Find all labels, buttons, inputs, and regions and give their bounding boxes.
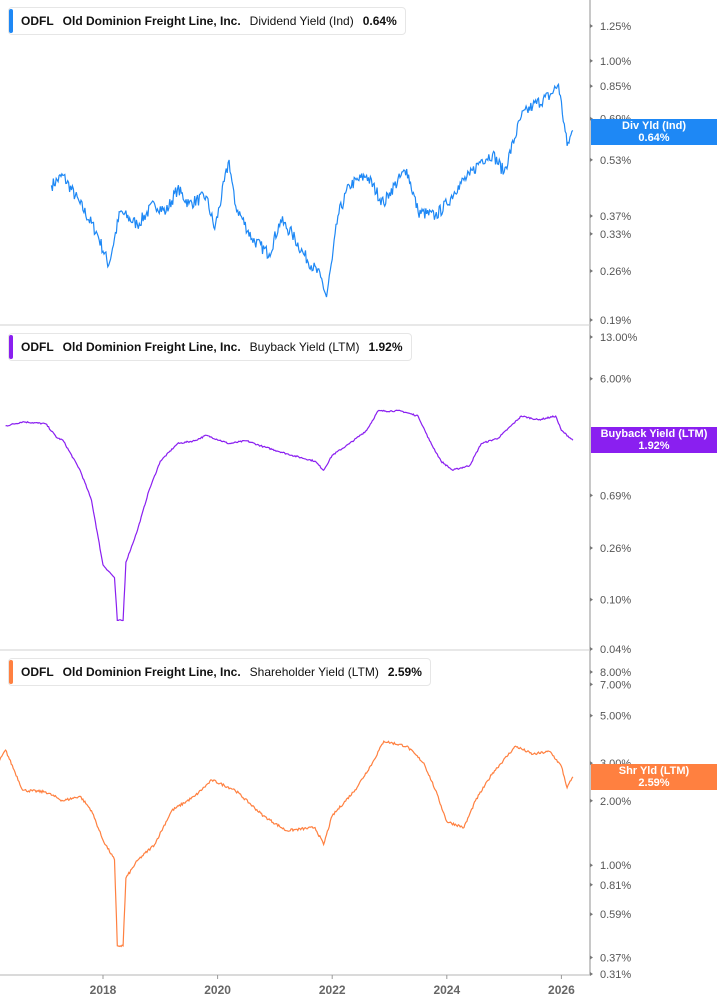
legend-buyback-yield: ODFL Old Dominion Freight Line, Inc. Buy… xyxy=(8,333,412,361)
legend-company: Old Dominion Freight Line, Inc. xyxy=(62,340,241,354)
legend-dividend-yield: ODFL Old Dominion Freight Line, Inc. Div… xyxy=(8,7,406,35)
series-line xyxy=(0,740,574,948)
y-tick-mark xyxy=(590,863,593,868)
y-tick-label: 0.26% xyxy=(600,266,631,278)
flag-value: 0.64% xyxy=(638,132,670,144)
flag-label: Div Yld (Ind) xyxy=(622,120,686,132)
flag-value: 2.59% xyxy=(638,777,670,789)
flag-value: 1.92% xyxy=(638,440,670,452)
y-tick-label: 0.10% xyxy=(600,595,631,607)
y-tick-mark xyxy=(590,955,593,960)
y-tick-mark xyxy=(590,713,593,718)
y-tick-mark xyxy=(590,912,593,917)
y-tick-mark xyxy=(590,269,593,274)
y-tick-mark xyxy=(590,24,593,28)
y-tick-mark xyxy=(590,318,593,322)
y-tick-label: 0.37% xyxy=(600,211,631,223)
y-tick-label: 7.00% xyxy=(600,679,631,691)
legend-value: 0.64% xyxy=(362,14,397,28)
legend-company: Old Dominion Freight Line, Inc. xyxy=(62,14,241,28)
x-tick-label: 2024 xyxy=(433,983,460,997)
series-line xyxy=(5,409,574,622)
legend-ticker: ODFL xyxy=(21,340,54,354)
y-tick-label: 2.00% xyxy=(600,796,631,808)
y-tick-label: 13.00% xyxy=(600,332,638,344)
y-tick-mark xyxy=(590,546,593,551)
y-tick-mark xyxy=(590,670,593,674)
legend-metric: Dividend Yield (Ind) xyxy=(249,14,354,28)
flag-label: Shr Yld (LTM) xyxy=(618,765,690,777)
y-tick-mark xyxy=(590,335,593,339)
y-tick-label: 1.00% xyxy=(600,860,631,872)
y-tick-mark xyxy=(590,597,593,602)
legend-value: 2.59% xyxy=(387,665,422,679)
x-tick-label: 2026 xyxy=(548,983,575,997)
y-tick-label: 0.19% xyxy=(600,315,631,327)
y-tick-label: 0.69% xyxy=(600,490,631,502)
y-tick-mark xyxy=(590,213,593,218)
x-tick-label: 2022 xyxy=(319,983,346,997)
y-tick-label: 0.85% xyxy=(600,81,631,93)
legend-metric: Shareholder Yield (LTM) xyxy=(249,665,379,679)
current-value-flag-dividend: Div Yld (Ind) 0.64% xyxy=(591,119,717,145)
y-tick-mark xyxy=(590,493,593,498)
x-tick-label: 2020 xyxy=(204,983,231,997)
y-tick-label: 0.26% xyxy=(600,543,631,555)
y-tick-mark xyxy=(590,798,593,803)
y-tick-mark xyxy=(590,761,593,766)
y-tick-label: 0.59% xyxy=(600,909,631,921)
y-tick-label: 0.81% xyxy=(600,880,631,892)
y-tick-mark xyxy=(590,231,593,236)
legend-company: Old Dominion Freight Line, Inc. xyxy=(62,665,241,679)
x-tick-label: 2018 xyxy=(90,983,117,997)
y-tick-mark xyxy=(590,58,593,63)
y-tick-mark xyxy=(590,116,593,121)
series-color-marker xyxy=(9,9,13,33)
y-tick-label: 1.25% xyxy=(600,21,631,33)
y-tick-label: 0.37% xyxy=(600,953,631,965)
y-tick-label: 0.53% xyxy=(600,155,631,167)
legend-metric: Buyback Yield (LTM) xyxy=(249,340,360,354)
legend-ticker: ODFL xyxy=(21,14,54,28)
y-tick-label: 8.00% xyxy=(600,667,631,679)
y-tick-mark xyxy=(590,84,593,89)
current-value-flag-shareholder: Shr Yld (LTM) 2.59% xyxy=(591,764,717,790)
flag-label: Buyback Yield (LTM) xyxy=(600,428,708,440)
current-value-flag-buyback: Buyback Yield (LTM) 1.92% xyxy=(591,427,717,453)
y-tick-mark xyxy=(590,682,593,687)
y-tick-mark xyxy=(590,972,593,976)
y-tick-label: 0.31% xyxy=(600,969,631,981)
legend-ticker: ODFL xyxy=(21,665,54,679)
y-tick-label: 1.00% xyxy=(600,56,631,68)
legend-shareholder-yield: ODFL Old Dominion Freight Line, Inc. Sha… xyxy=(8,658,431,686)
y-tick-label: 6.00% xyxy=(600,374,631,386)
series-color-marker xyxy=(9,335,13,359)
y-tick-label: 0.33% xyxy=(600,229,631,241)
y-tick-label: 5.00% xyxy=(600,711,631,723)
legend-value: 1.92% xyxy=(368,340,403,354)
y-tick-mark xyxy=(590,157,593,162)
y-tick-mark xyxy=(590,647,593,651)
y-tick-label: 0.04% xyxy=(600,644,631,656)
y-tick-mark xyxy=(590,376,593,381)
y-tick-mark xyxy=(590,882,593,887)
series-line xyxy=(50,82,574,298)
series-color-marker xyxy=(9,660,13,684)
